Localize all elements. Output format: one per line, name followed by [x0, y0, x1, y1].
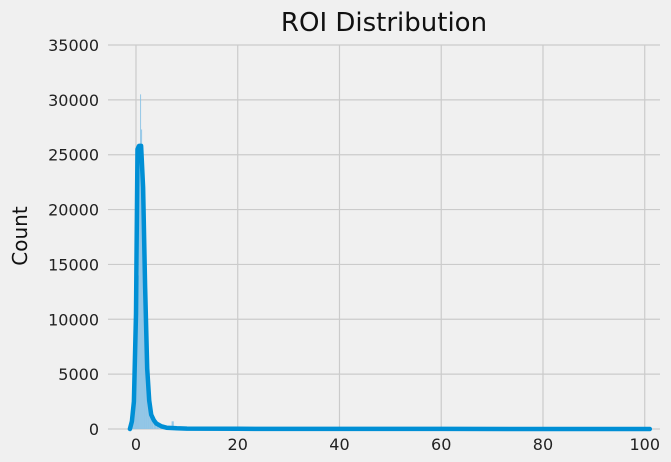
y-tick-label: 5000 — [58, 365, 99, 384]
y-tick-label: 35000 — [48, 36, 99, 55]
histogram-bar — [171, 421, 174, 429]
kde-curve — [127, 143, 653, 432]
y-tick-label: 20000 — [48, 201, 99, 220]
y-tick-label: 15000 — [48, 255, 99, 274]
x-tick-label: 20 — [228, 435, 248, 454]
x-tick-label: 40 — [329, 435, 349, 454]
kde-line — [127, 143, 653, 432]
y-tick-label: 0 — [89, 420, 99, 439]
x-tick-label: 80 — [533, 435, 553, 454]
grid-lines — [108, 44, 660, 430]
x-tick-label: 0 — [131, 435, 141, 454]
x-axis-ticks: 0 20 40 60 80 100 — [131, 435, 660, 454]
y-tick-label: 10000 — [48, 310, 99, 329]
y-axis-label: Count — [8, 206, 32, 266]
chart-title: ROI Distribution — [281, 8, 487, 38]
x-tick-label: 60 — [431, 435, 451, 454]
y-tick-label: 25000 — [48, 146, 99, 165]
x-tick-label: 100 — [629, 435, 660, 454]
y-axis-ticks: 0 5000 10000 15000 20000 25000 30000 35000 — [48, 36, 99, 439]
y-tick-label: 30000 — [48, 91, 99, 110]
